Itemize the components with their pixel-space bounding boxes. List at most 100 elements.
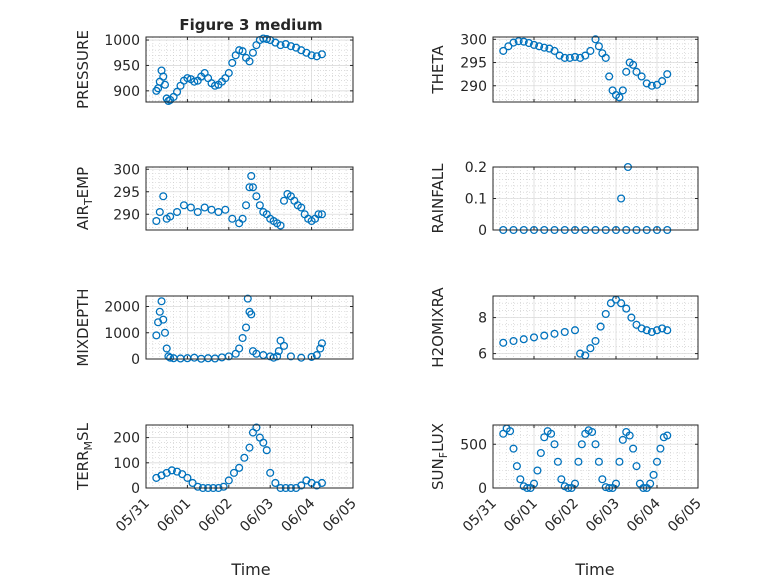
data-point xyxy=(625,431,634,440)
data-point xyxy=(235,46,244,55)
data-point xyxy=(248,48,258,57)
data-point xyxy=(312,52,321,61)
data-point xyxy=(581,51,590,60)
data-point xyxy=(221,205,230,214)
data-point xyxy=(550,329,559,338)
x-axis-label-right: Time xyxy=(574,560,614,579)
data-point xyxy=(279,341,289,350)
data-point xyxy=(516,475,525,484)
data-point xyxy=(618,86,627,95)
y-axis-label: H2OMIXRA xyxy=(429,287,447,368)
data-point xyxy=(200,203,209,212)
data-point xyxy=(615,457,624,466)
data-point xyxy=(535,42,544,51)
data-point xyxy=(160,328,170,337)
data-point xyxy=(577,440,586,449)
data-point xyxy=(586,344,595,353)
data-point xyxy=(247,171,256,181)
data-point xyxy=(317,210,327,219)
data-point xyxy=(317,50,327,59)
x-tick-label: 06/01 xyxy=(154,496,194,536)
data-point xyxy=(594,42,603,51)
y-tick-label: 290 xyxy=(460,79,487,95)
data-point xyxy=(252,423,261,432)
y-label-part: AIR xyxy=(74,205,92,230)
data-point xyxy=(238,47,247,56)
data-point xyxy=(238,333,247,343)
y-tick-label: 295 xyxy=(460,56,487,72)
y-label-part: SL xyxy=(74,422,92,441)
data-point xyxy=(317,478,327,488)
panel-pressure: 900 950 1000 PRESSURE xyxy=(74,30,354,109)
data-point xyxy=(316,344,325,353)
panel-air-temp: 290 295 300 AIRTEMP xyxy=(74,162,354,231)
data-point xyxy=(629,444,638,453)
data-point xyxy=(652,457,662,466)
data-point xyxy=(173,87,182,96)
data-point xyxy=(190,77,199,86)
x-tick-label: 06/04 xyxy=(624,495,664,535)
data-point xyxy=(529,40,539,49)
y-label-part: EMP xyxy=(74,167,92,198)
data-point xyxy=(560,327,569,337)
y-tick-label: 300 xyxy=(113,162,140,178)
data-point xyxy=(245,443,254,452)
data-point xyxy=(252,192,261,201)
data-point xyxy=(622,304,631,313)
data-point xyxy=(271,478,280,488)
data-point xyxy=(536,448,545,458)
axes-box xyxy=(145,166,354,231)
data-point xyxy=(162,344,171,353)
data-point xyxy=(307,352,316,361)
data-point xyxy=(193,482,202,491)
data-point xyxy=(586,46,595,55)
data-point xyxy=(576,53,585,62)
data-point xyxy=(652,326,662,335)
data-point xyxy=(167,466,176,475)
data-point xyxy=(504,42,513,51)
data-point xyxy=(152,216,161,226)
data-point xyxy=(540,43,549,52)
data-point xyxy=(281,40,290,49)
data-point xyxy=(166,212,175,221)
data-point xyxy=(565,53,574,62)
data-point xyxy=(519,37,528,46)
data-point xyxy=(286,352,295,361)
y-axis-label: PRESSURE xyxy=(74,30,92,109)
data-point xyxy=(663,326,672,335)
panel-h2omixra: 6 8 H2OMIXRA xyxy=(429,287,699,368)
data-point xyxy=(312,351,321,360)
y-tick-label: 950 xyxy=(113,58,140,74)
data-point xyxy=(152,331,161,340)
data-point xyxy=(647,327,656,337)
panel-sun-flux: 0 500 05/31 06/01 06/02 06/03 06/04 06/05 SUNFLU… xyxy=(429,423,705,535)
data-point xyxy=(240,453,249,462)
data-point xyxy=(632,462,641,471)
data-point xyxy=(188,478,197,488)
data-point xyxy=(540,433,549,442)
data-point xyxy=(210,81,220,90)
data-point xyxy=(622,67,631,76)
y-tick-label: 0.2 xyxy=(465,160,487,176)
y-tick-label: 8 xyxy=(478,311,487,327)
data-point xyxy=(297,203,306,212)
data-point xyxy=(499,46,508,55)
data-point xyxy=(155,207,164,217)
data-point xyxy=(524,38,533,48)
data-point xyxy=(557,475,566,484)
data-point xyxy=(317,339,327,348)
data-point xyxy=(509,336,518,346)
x-tick-label: 06/05 xyxy=(665,496,705,536)
data-point xyxy=(247,310,256,319)
y-tick-label: 290 xyxy=(113,207,140,223)
data-point xyxy=(540,331,549,340)
data-point xyxy=(642,79,651,88)
data-point xyxy=(219,482,228,491)
y-tick-label: 300 xyxy=(460,32,487,48)
data-point xyxy=(193,207,202,217)
x-tick-label: 06/02 xyxy=(542,496,582,536)
data-point xyxy=(617,194,626,203)
data-point xyxy=(576,349,585,358)
data-point xyxy=(286,42,295,51)
